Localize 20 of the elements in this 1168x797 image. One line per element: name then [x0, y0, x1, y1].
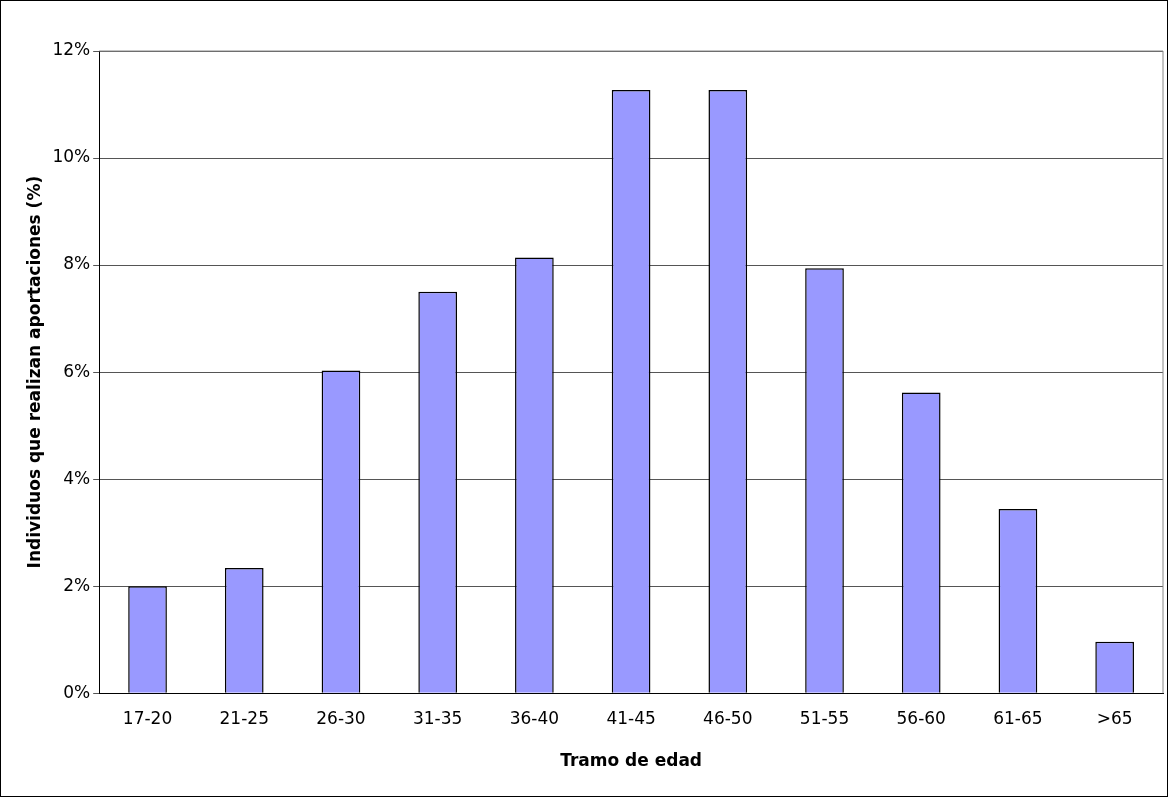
x-tick-label: 21-25: [219, 707, 269, 728]
x-axis-title: Tramo de edad: [560, 750, 703, 771]
x-tick-label: 41-45: [606, 707, 656, 728]
y-axis-title: Individuos que realizan aportaciones (%): [23, 175, 44, 569]
x-tick-label: 51-55: [799, 707, 850, 728]
y-tick-label: 8%: [63, 253, 91, 274]
x-tick-label: 36-40: [509, 707, 560, 728]
y-tick-label: 2%: [63, 574, 91, 595]
x-tick-label: 56-60: [896, 707, 946, 728]
y-tick-label: 12%: [52, 39, 91, 60]
y-tick-label: 6%: [63, 360, 91, 381]
y-tick-label: 0%: [63, 681, 91, 702]
x-tick-label: 17-20: [122, 707, 173, 728]
x-tick-label: 26-30: [316, 707, 366, 728]
y-tick-label: 4%: [63, 467, 91, 488]
x-tick-label: 31-35: [412, 707, 463, 728]
y-tick-label: 10%: [52, 146, 91, 167]
x-tick-label: >65: [1096, 707, 1133, 728]
x-tick-label: 46-50: [703, 707, 753, 728]
x-tick-label: 61-65: [993, 707, 1043, 728]
